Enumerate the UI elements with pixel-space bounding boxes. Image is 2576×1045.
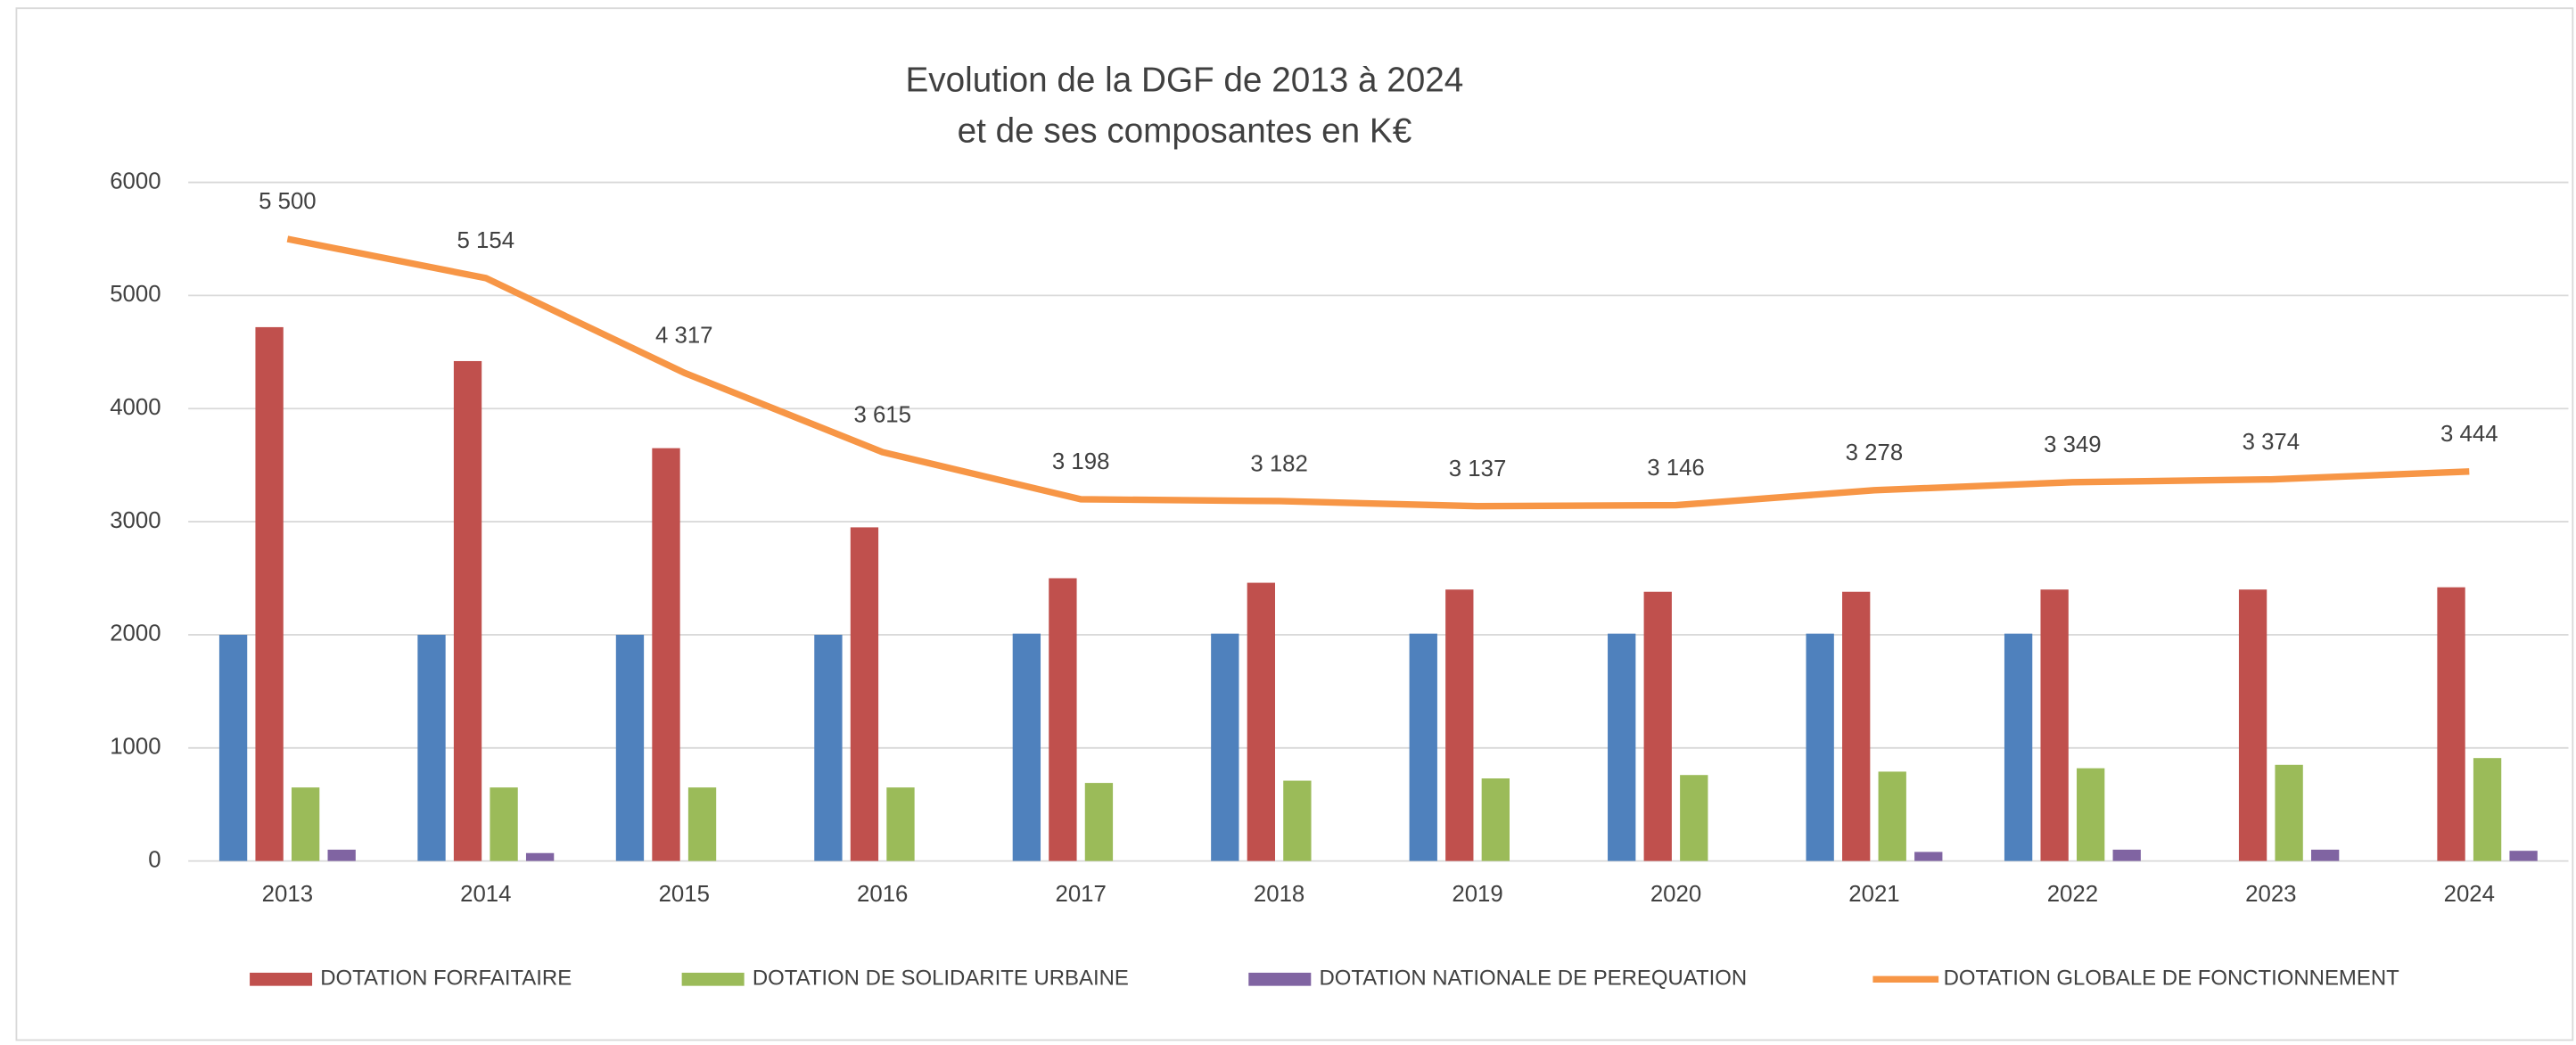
bar	[1680, 775, 1708, 861]
legend-label: DOTATION NATIONALE DE PEREQUATION	[1320, 967, 1748, 991]
bar	[2275, 764, 2303, 861]
bar	[814, 634, 843, 861]
data-label: 3 278	[1846, 440, 1904, 465]
bar	[417, 634, 446, 861]
bar	[2112, 849, 2141, 861]
bar	[1643, 591, 1672, 861]
y-tick-label: 6000	[110, 169, 160, 193]
line-series	[286, 235, 2470, 510]
x-tick-label: 2021	[1848, 882, 1899, 907]
bar	[1409, 633, 1437, 861]
bar	[1878, 771, 1906, 861]
bar	[1084, 783, 1114, 861]
bar	[1842, 591, 1871, 861]
x-tick-label: 2024	[2444, 882, 2495, 907]
bar	[327, 849, 356, 861]
bar	[1914, 852, 1943, 861]
bar	[525, 852, 555, 861]
bar	[1049, 578, 1077, 861]
data-label: 3 182	[1250, 451, 1308, 476]
x-tick-label: 2013	[262, 882, 313, 907]
legend-label: DOTATION GLOBALE DE FONCTIONNEMENT	[1944, 967, 2399, 991]
bar	[1211, 633, 1239, 861]
x-tick-label: 2019	[1452, 882, 1502, 907]
bar	[886, 787, 915, 861]
data-label: 5 154	[457, 228, 515, 253]
y-tick-label: 4000	[110, 395, 160, 420]
bar	[850, 527, 879, 861]
bar	[2509, 851, 2538, 861]
chart-title: et de ses composantes en K€	[958, 111, 1412, 150]
data-label: 4 317	[655, 323, 713, 348]
bar	[2040, 589, 2069, 861]
bar	[1247, 582, 1276, 861]
bar	[1608, 633, 1636, 861]
bar	[2437, 587, 2465, 861]
x-tick-label: 2015	[659, 882, 710, 907]
data-label: 3 146	[1647, 456, 1705, 481]
x-tick-label: 2017	[1055, 882, 1106, 907]
bar	[652, 448, 680, 861]
data-label: 3 444	[2440, 422, 2498, 447]
x-tick-label: 2016	[857, 882, 908, 907]
data-label: 3 349	[2044, 432, 2102, 457]
bar	[490, 787, 518, 861]
y-tick-label: 3000	[110, 508, 160, 533]
x-tick-label: 2023	[2245, 882, 2296, 907]
legend-swatch	[250, 972, 313, 986]
bar	[2238, 589, 2267, 861]
bar	[2077, 768, 2105, 861]
bar	[1806, 633, 1834, 861]
y-tick-label: 1000	[110, 735, 160, 760]
bar	[687, 787, 717, 861]
bar	[2473, 758, 2502, 861]
bar	[2004, 633, 2033, 861]
bar	[218, 634, 248, 861]
bar	[255, 326, 284, 861]
bar	[615, 634, 645, 861]
x-tick-label: 2018	[1254, 882, 1304, 907]
data-label: 3 374	[2243, 430, 2300, 455]
data-label: 5 500	[259, 189, 317, 214]
chart-frame	[15, 7, 2574, 1041]
bar	[453, 360, 482, 861]
bar	[1445, 589, 1474, 861]
legend-label: DOTATION DE SOLIDARITE URBAINE	[753, 967, 1129, 991]
bar	[1012, 633, 1041, 861]
bar	[1481, 778, 1510, 861]
x-tick-label: 2020	[1650, 882, 1701, 907]
y-tick-label: 5000	[110, 282, 160, 307]
y-tick-label: 0	[148, 847, 160, 872]
chart-title: Evolution de la DGF de 2013 à 2024	[906, 61, 1464, 99]
y-tick-label: 2000	[110, 621, 160, 646]
legend-swatch	[681, 972, 745, 986]
bar	[291, 787, 320, 861]
bar	[1283, 780, 1312, 861]
data-label: 3 198	[1052, 449, 1110, 474]
data-label: 3 615	[853, 402, 911, 427]
legend-label: DOTATION FORFAITAIRE	[320, 967, 572, 991]
legend-swatch	[1248, 972, 1312, 986]
x-tick-label: 2014	[460, 882, 511, 907]
bar	[2310, 849, 2340, 861]
x-tick-label: 2022	[2047, 882, 2098, 907]
data-label: 3 137	[1449, 457, 1507, 481]
